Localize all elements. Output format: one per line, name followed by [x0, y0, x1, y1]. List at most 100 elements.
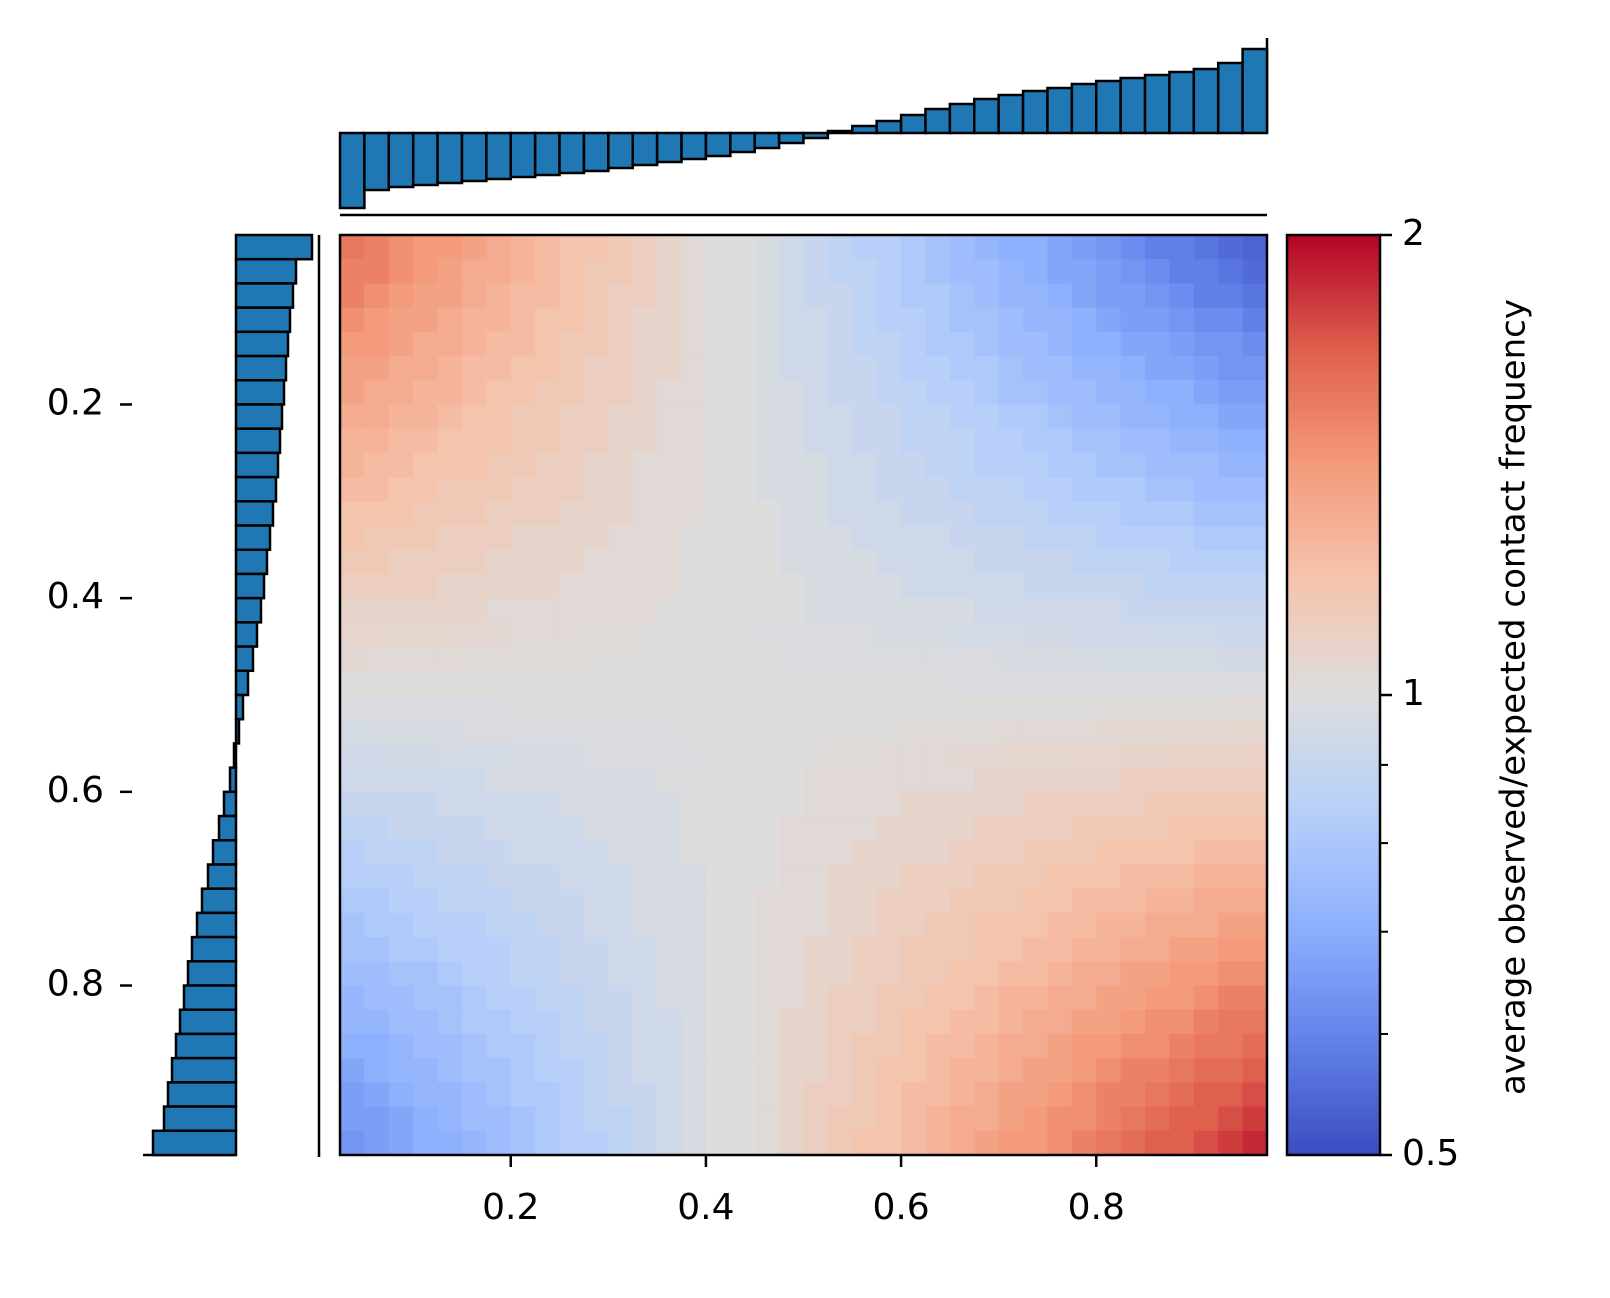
heatmap-cell [1218, 404, 1244, 430]
heatmap-cell [583, 428, 609, 454]
heatmap-cell [1120, 1058, 1146, 1083]
heatmap-cell [510, 912, 536, 938]
heatmap-cell [876, 356, 902, 381]
heatmap-cell [413, 985, 439, 1011]
heatmap-cell [803, 622, 829, 648]
heatmap-cell [340, 695, 365, 720]
heatmap-cell [754, 1058, 780, 1083]
heatmap-cell [974, 961, 1000, 987]
heatmap-cell [949, 1058, 975, 1083]
heatmap-cell [754, 235, 780, 260]
heatmap-cell [1096, 307, 1122, 333]
heatmap-cell [1242, 452, 1268, 478]
heatmap-cell [583, 598, 609, 623]
heatmap-cell [803, 840, 829, 866]
heatmap-cell [486, 259, 512, 285]
heatmap-cell [510, 404, 536, 430]
heatmap-cell [413, 646, 439, 672]
heatmap-cell [413, 428, 439, 454]
heatmap-cell [730, 646, 756, 672]
colorbar-tick-label: 2 [1402, 213, 1425, 254]
heatmap-cell [876, 428, 902, 454]
heatmap-cell [754, 767, 780, 793]
heatmap-cell [340, 428, 365, 454]
heatmap-cell [730, 743, 756, 769]
heatmap-cell [827, 283, 853, 309]
heatmap-cell [705, 235, 731, 260]
heatmap-cell [1047, 1082, 1073, 1108]
heatmap-cell [1218, 816, 1244, 841]
heatmap-cell [1120, 331, 1146, 357]
heatmap-cell [681, 1130, 707, 1156]
heatmap-cell [632, 525, 658, 551]
heatmap-cell [998, 573, 1024, 599]
heatmap-cell [413, 1033, 439, 1059]
heatmap-cell [925, 695, 951, 720]
heatmap-cell [705, 1106, 731, 1132]
heatmap-cell [437, 404, 463, 430]
heatmap-cell [657, 840, 683, 866]
x-tick-label: 0.2 [482, 1187, 539, 1228]
heatmap-cell [535, 1130, 561, 1156]
top-marginal-bar [1021, 89, 1049, 135]
heatmap-cell [901, 695, 927, 720]
heatmap-cell [608, 307, 634, 333]
heatmap-cell [1193, 452, 1219, 478]
heatmap-cell [1120, 767, 1146, 793]
heatmap-cell [998, 743, 1024, 769]
heatmap-cell [730, 283, 756, 309]
heatmap-cell [852, 404, 878, 430]
heatmap-cell [925, 622, 951, 648]
heatmap-cell [901, 888, 927, 914]
heatmap-cell [827, 670, 853, 696]
heatmap-cell [632, 1058, 658, 1083]
left-marginal-bar [234, 524, 272, 551]
heatmap-cell [730, 864, 756, 890]
heatmap-cell [974, 283, 1000, 309]
heatmap-cell [583, 380, 609, 406]
heatmap-cell [510, 816, 536, 841]
heatmap-cell [559, 1082, 585, 1108]
heatmap-cell [1096, 331, 1122, 357]
heatmap-cell [583, 840, 609, 866]
heatmap-cell [1169, 622, 1195, 648]
heatmap-cell [1193, 864, 1219, 890]
heatmap-cell [657, 937, 683, 962]
heatmap-cell [754, 1009, 780, 1035]
heatmap-cell [461, 356, 487, 381]
heatmap-cell [1145, 525, 1171, 551]
heatmap-cell [852, 1130, 878, 1156]
heatmap-cell [486, 549, 512, 575]
heatmap-cell [364, 477, 390, 502]
heatmap-cell [1169, 235, 1195, 260]
heatmap-cell [608, 1033, 634, 1059]
heatmap-cell [1145, 1033, 1171, 1059]
heatmap-cell [1169, 670, 1195, 696]
heatmap-cell [461, 1009, 487, 1035]
heatmap-cell [364, 646, 390, 672]
heatmap-cell [510, 549, 536, 575]
heatmap-cell [705, 331, 731, 357]
heatmap-cell [1193, 380, 1219, 406]
heatmap-cell [535, 404, 561, 430]
heatmap-cell [486, 356, 512, 381]
heatmap-cell [632, 646, 658, 672]
heatmap-cell [901, 1082, 927, 1108]
heatmap-cell [705, 549, 731, 575]
heatmap-cell [510, 477, 536, 502]
heatmap-cell [1096, 452, 1122, 478]
heatmap-cell [1023, 1106, 1049, 1132]
heatmap-cell [437, 985, 463, 1011]
heatmap-cell [681, 1058, 707, 1083]
heatmap-cell [583, 1009, 609, 1035]
heatmap-cell [1193, 646, 1219, 672]
heatmap-cell [803, 283, 829, 309]
heatmap-cell [901, 549, 927, 575]
heatmap-cell [413, 1130, 439, 1156]
top-marginal-bar [387, 131, 415, 189]
heatmap-cell [998, 888, 1024, 914]
heatmap-cell [437, 259, 463, 285]
heatmap-cell [608, 816, 634, 841]
heatmap-cell [413, 259, 439, 285]
heatmap-cell [876, 791, 902, 817]
